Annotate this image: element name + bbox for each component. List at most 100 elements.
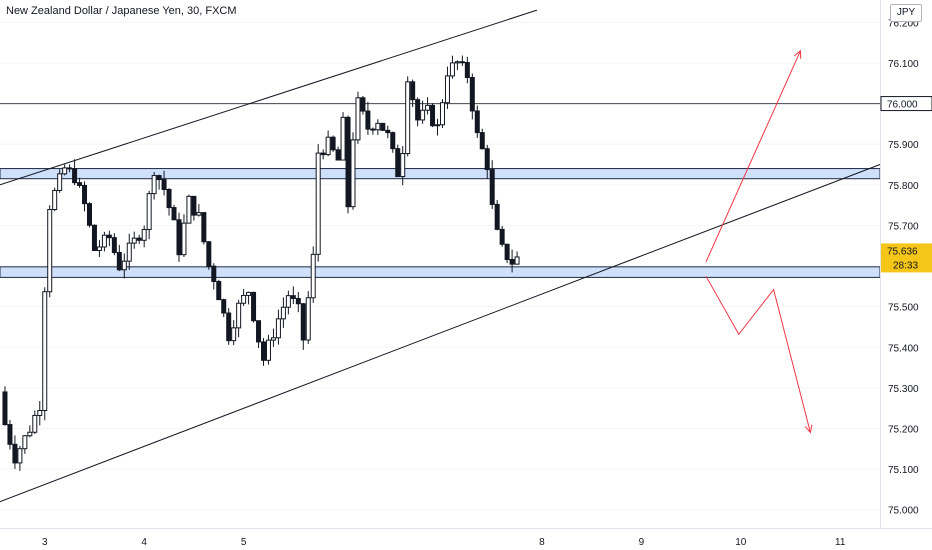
candle-body bbox=[221, 299, 227, 314]
candle-body bbox=[435, 124, 441, 127]
candle-body bbox=[82, 184, 88, 205]
price-tick-label: 75.500 bbox=[888, 303, 919, 314]
arrow-head bbox=[804, 424, 813, 434]
candle-body bbox=[166, 188, 172, 209]
time-axis[interactable]: 3 4 5 8 9 10 11 bbox=[0, 528, 932, 550]
candle-body bbox=[454, 61, 460, 64]
candle-body bbox=[231, 327, 237, 342]
price-tick-label: 75.200 bbox=[888, 424, 919, 435]
candle-body bbox=[345, 116, 351, 208]
candle-body bbox=[256, 320, 262, 343]
candle-body bbox=[2, 391, 8, 426]
candle-body bbox=[47, 209, 53, 293]
candle-body bbox=[474, 110, 480, 134]
candle-body bbox=[420, 109, 426, 121]
candle-body bbox=[300, 303, 306, 341]
time-tick-label: 3 bbox=[42, 537, 48, 548]
candle-body bbox=[375, 122, 381, 131]
price-tick-label: 75.800 bbox=[888, 181, 919, 192]
candle-body bbox=[106, 234, 112, 239]
price-tick-label: 75.000 bbox=[888, 506, 919, 517]
bullish-projection-arrow bbox=[705, 50, 801, 263]
candle-body bbox=[17, 448, 23, 464]
candle-body bbox=[335, 149, 341, 161]
price-axis[interactable]: 75.000 75.100 75.200 75.300 75.400 75.500 75.6… bbox=[880, 0, 932, 550]
candle-body bbox=[86, 203, 92, 226]
candle-body bbox=[52, 189, 58, 211]
candle-body bbox=[315, 152, 321, 255]
candle-body bbox=[330, 136, 336, 151]
candle-body bbox=[211, 265, 217, 282]
candle-body bbox=[310, 253, 316, 299]
candle-body bbox=[340, 116, 346, 161]
candle-body bbox=[196, 212, 202, 216]
candle-body bbox=[444, 75, 450, 104]
candle-body bbox=[479, 132, 485, 150]
candle-body bbox=[116, 252, 122, 271]
candle-body bbox=[57, 173, 63, 191]
candle-body bbox=[216, 280, 222, 301]
candle-body bbox=[206, 241, 212, 267]
time-tick-label: 11 bbox=[835, 537, 846, 548]
candle-body bbox=[370, 128, 376, 131]
candle-body bbox=[380, 122, 386, 131]
candle-body bbox=[141, 228, 147, 241]
candle-body bbox=[355, 97, 361, 141]
candle-body bbox=[101, 234, 107, 248]
last-price-label: 75.636 bbox=[887, 246, 918, 257]
candle-body bbox=[285, 295, 291, 308]
channel-upper-line bbox=[0, 9, 538, 186]
candle-body bbox=[360, 97, 366, 112]
price-tick-label: 75.900 bbox=[888, 140, 919, 151]
candle-body bbox=[425, 104, 431, 111]
time-axis-background bbox=[0, 528, 932, 550]
candle-body bbox=[96, 246, 102, 251]
candle-body bbox=[489, 169, 495, 205]
candle-body bbox=[12, 443, 18, 464]
candle-body bbox=[415, 99, 421, 121]
projection-arrows bbox=[705, 49, 813, 434]
candle-body bbox=[161, 179, 167, 190]
support-resistance-zone bbox=[0, 168, 881, 180]
candle-body bbox=[156, 175, 162, 181]
candle-body bbox=[469, 76, 475, 112]
candle-body bbox=[484, 148, 490, 171]
candle-body bbox=[181, 222, 187, 256]
candle-body bbox=[151, 175, 157, 195]
countdown-label: 28:33 bbox=[893, 260, 918, 271]
time-tick-label: 8 bbox=[539, 537, 545, 548]
candle-body bbox=[176, 219, 182, 256]
candle-body bbox=[390, 132, 396, 150]
candle-body bbox=[42, 291, 48, 412]
price-tick-label: 75.700 bbox=[888, 221, 919, 232]
candle-body bbox=[275, 318, 281, 339]
candle-body bbox=[91, 224, 97, 251]
candle-body bbox=[126, 242, 132, 262]
candle-body bbox=[226, 312, 232, 342]
candle-body bbox=[395, 148, 401, 178]
candle-body bbox=[295, 298, 301, 305]
time-tick-label: 9 bbox=[639, 537, 645, 548]
candle-body bbox=[22, 435, 28, 450]
candle-body bbox=[62, 167, 68, 175]
price-tick-label: 75.300 bbox=[888, 384, 919, 395]
candle-body bbox=[400, 153, 406, 178]
time-tick-label: 4 bbox=[141, 537, 147, 548]
candle-body bbox=[509, 259, 515, 265]
time-tick-label: 5 bbox=[241, 537, 247, 548]
candle-body bbox=[449, 62, 455, 77]
bearish-projection-arrow bbox=[705, 275, 811, 433]
candle-body bbox=[265, 339, 271, 361]
candle-body bbox=[270, 337, 276, 341]
candle-body bbox=[131, 237, 137, 244]
candle-body bbox=[111, 237, 117, 254]
currency-button[interactable]: JPY bbox=[890, 4, 922, 22]
channel-lines bbox=[0, 9, 881, 503]
candle-body bbox=[280, 306, 286, 320]
candle-body bbox=[320, 152, 326, 156]
price-grid bbox=[0, 21, 880, 511]
candle-body bbox=[430, 104, 436, 127]
candle-body bbox=[136, 237, 142, 241]
candle-body bbox=[365, 110, 371, 130]
